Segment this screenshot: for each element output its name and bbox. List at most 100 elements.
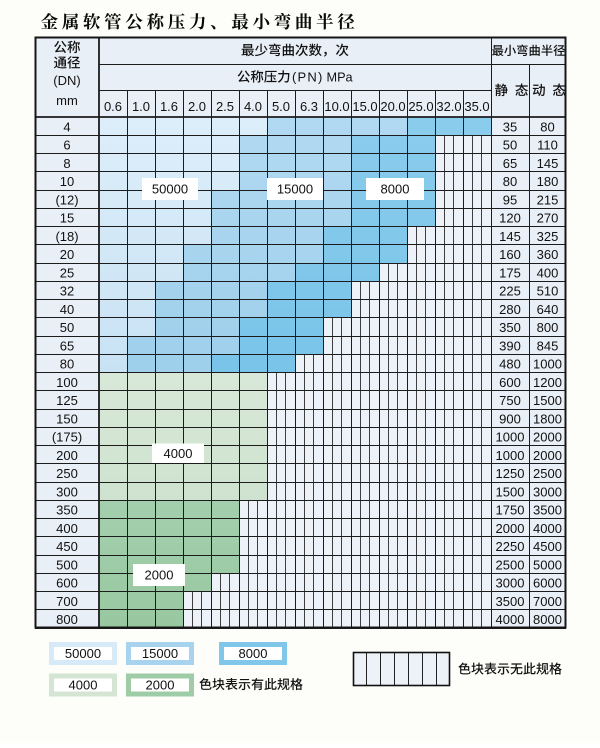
svg-text:(DN): (DN) <box>53 73 80 88</box>
svg-text:50: 50 <box>503 138 517 153</box>
svg-text:2250: 2250 <box>496 539 525 554</box>
svg-text:500: 500 <box>56 557 78 572</box>
svg-text:4000: 4000 <box>69 678 98 693</box>
svg-text:350: 350 <box>499 320 521 335</box>
svg-text:6000: 6000 <box>533 576 562 591</box>
svg-text:(PN): (PN) <box>292 70 324 85</box>
svg-text:MPa: MPa <box>327 71 354 85</box>
svg-text:110: 110 <box>537 138 558 153</box>
svg-text:65: 65 <box>503 156 517 171</box>
svg-text:10.0: 10.0 <box>324 99 349 114</box>
svg-text:25.0: 25.0 <box>408 99 433 114</box>
svg-text:280: 280 <box>499 302 521 317</box>
svg-text:800: 800 <box>537 320 559 335</box>
svg-text:600: 600 <box>56 576 78 591</box>
svg-text:145: 145 <box>499 229 521 244</box>
svg-text:100: 100 <box>56 375 78 390</box>
svg-text:40: 40 <box>60 302 74 317</box>
svg-text:20.0: 20.0 <box>380 99 405 114</box>
svg-text:10: 10 <box>60 174 74 189</box>
svg-text:350: 350 <box>56 503 78 518</box>
svg-text:300: 300 <box>56 484 78 499</box>
svg-text:80: 80 <box>540 119 554 134</box>
svg-text:8: 8 <box>63 156 70 171</box>
svg-text:845: 845 <box>537 338 559 353</box>
svg-text:200: 200 <box>56 448 78 463</box>
svg-text:125: 125 <box>56 393 78 408</box>
svg-text:325: 325 <box>537 229 559 244</box>
svg-text:4.0: 4.0 <box>244 99 262 114</box>
svg-text:640: 640 <box>537 302 559 317</box>
svg-text:215: 215 <box>537 192 559 207</box>
svg-text:4: 4 <box>63 119 70 134</box>
svg-text:2500: 2500 <box>533 466 562 481</box>
svg-text:6: 6 <box>63 138 70 153</box>
svg-text:15: 15 <box>60 211 74 226</box>
svg-text:270: 270 <box>537 211 559 226</box>
svg-text:mm: mm <box>56 93 78 108</box>
svg-text:50: 50 <box>60 320 74 335</box>
svg-text:7000: 7000 <box>533 594 562 609</box>
svg-text:8000: 8000 <box>239 646 268 661</box>
svg-text:800: 800 <box>56 612 78 627</box>
svg-text:(175): (175) <box>52 430 82 445</box>
svg-text:32: 32 <box>60 284 74 299</box>
svg-text:1.0: 1.0 <box>132 99 150 114</box>
svg-text:160: 160 <box>499 247 521 262</box>
svg-text:4500: 4500 <box>533 539 562 554</box>
svg-text:3500: 3500 <box>496 594 525 609</box>
svg-text:700: 700 <box>56 594 78 609</box>
svg-text:0.6: 0.6 <box>104 99 122 114</box>
svg-text:3500: 3500 <box>533 503 562 518</box>
svg-text:8000: 8000 <box>381 182 410 197</box>
svg-text:(18): (18) <box>55 229 78 244</box>
svg-text:2000: 2000 <box>533 430 562 445</box>
svg-text:400: 400 <box>537 265 559 280</box>
svg-text:1200: 1200 <box>533 375 562 390</box>
svg-text:32.0: 32.0 <box>436 99 461 114</box>
svg-text:900: 900 <box>499 411 521 426</box>
svg-text:2000: 2000 <box>145 568 174 583</box>
svg-text:80: 80 <box>60 357 74 372</box>
svg-text:5000: 5000 <box>533 557 562 572</box>
svg-text:8000: 8000 <box>533 612 562 627</box>
svg-text:95: 95 <box>503 192 517 207</box>
svg-text:225: 225 <box>499 284 521 299</box>
svg-text:360: 360 <box>537 247 559 262</box>
svg-text:1000: 1000 <box>533 357 562 372</box>
svg-text:750: 750 <box>499 393 521 408</box>
svg-text:1500: 1500 <box>496 484 525 499</box>
svg-text:1500: 1500 <box>533 393 562 408</box>
svg-text:15.0: 15.0 <box>352 99 377 114</box>
svg-text:1250: 1250 <box>496 466 525 481</box>
svg-text:600: 600 <box>499 375 521 390</box>
svg-text:2000: 2000 <box>496 521 525 536</box>
svg-text:1000: 1000 <box>496 430 525 445</box>
svg-text:65: 65 <box>60 338 74 353</box>
svg-text:510: 510 <box>537 284 559 299</box>
svg-text:390: 390 <box>499 338 521 353</box>
svg-text:1750: 1750 <box>496 503 525 518</box>
svg-text:6.3: 6.3 <box>300 99 318 114</box>
svg-text:175: 175 <box>499 265 521 280</box>
svg-text:35: 35 <box>503 119 517 134</box>
svg-text:(12): (12) <box>55 192 78 207</box>
svg-text:2.5: 2.5 <box>216 99 234 114</box>
svg-text:400: 400 <box>56 521 78 536</box>
svg-text:145: 145 <box>537 156 559 171</box>
svg-text:2500: 2500 <box>496 557 525 572</box>
svg-text:180: 180 <box>537 174 559 189</box>
svg-text:1000: 1000 <box>496 448 525 463</box>
svg-text:450: 450 <box>56 539 78 554</box>
svg-text:250: 250 <box>56 466 78 481</box>
svg-text:2000: 2000 <box>146 678 175 693</box>
svg-text:3000: 3000 <box>533 484 562 499</box>
svg-text:2.0: 2.0 <box>188 99 206 114</box>
svg-text:4000: 4000 <box>496 612 525 627</box>
svg-text:1.6: 1.6 <box>160 99 178 114</box>
svg-text:5.0: 5.0 <box>272 99 290 114</box>
svg-text:15000: 15000 <box>277 182 313 197</box>
svg-text:150: 150 <box>56 411 78 426</box>
svg-text:50000: 50000 <box>152 182 188 197</box>
svg-text:25: 25 <box>60 265 74 280</box>
